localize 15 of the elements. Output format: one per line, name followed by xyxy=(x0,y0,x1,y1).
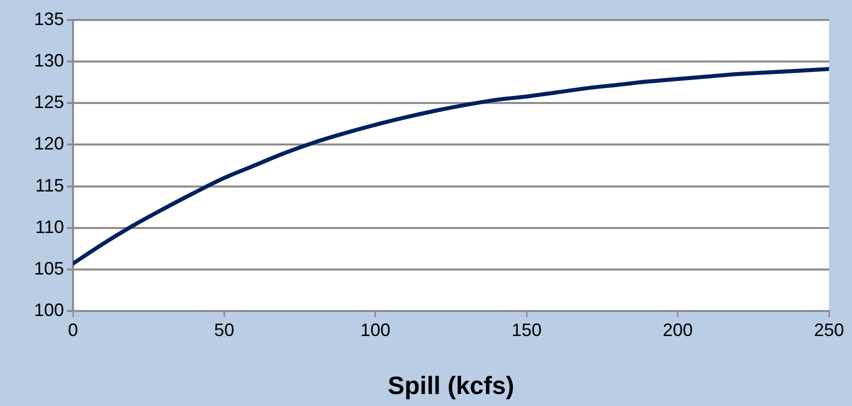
x-tick-label: 250 xyxy=(814,320,844,340)
x-tick-label: 0 xyxy=(68,320,78,340)
y-tick-label: 130 xyxy=(34,50,64,71)
y-tick-label: 125 xyxy=(34,92,64,112)
x-tick-label: 50 xyxy=(214,320,234,340)
y-tick-label: 100 xyxy=(34,300,64,320)
x-tick-label: 200 xyxy=(662,320,693,340)
x-tick-label: 100 xyxy=(360,320,390,340)
y-tick-label: 105 xyxy=(34,258,64,278)
y-tick-label: 115 xyxy=(35,175,64,196)
y-tick-label: 135 xyxy=(34,8,64,29)
y-tick-label: 120 xyxy=(34,134,64,154)
x-axis-title: Spill (kcfs) xyxy=(388,372,514,400)
x-tick-label: 150 xyxy=(512,320,542,340)
y-tick-label: 110 xyxy=(35,216,64,237)
